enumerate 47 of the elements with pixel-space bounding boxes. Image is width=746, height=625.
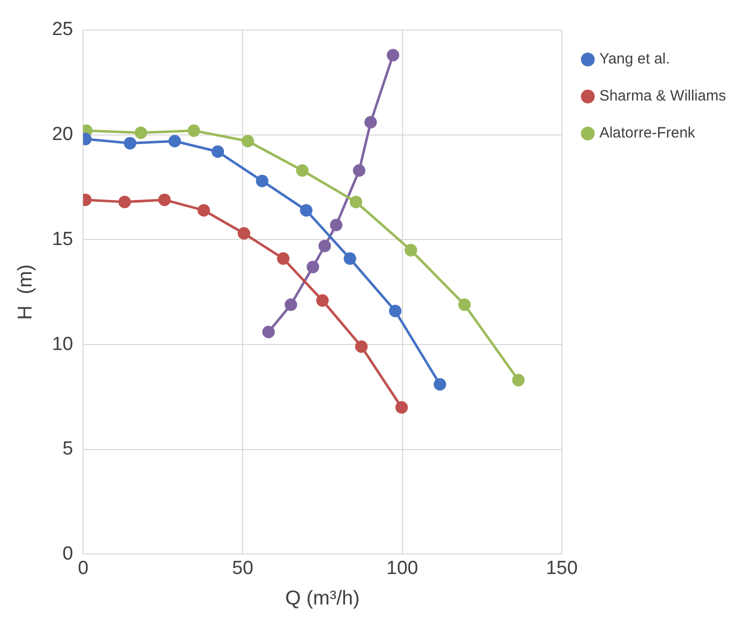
point [318, 240, 331, 252]
point [256, 174, 268, 188]
point [188, 124, 200, 137]
point [388, 304, 402, 318]
point [458, 298, 471, 311]
point [296, 164, 309, 177]
y-axis-title: H (m) [14, 264, 37, 320]
x-tick-label: 150 [546, 558, 578, 579]
x-tick-label: 0 [78, 558, 88, 579]
point [350, 196, 362, 208]
point [355, 340, 368, 353]
x-tick-label: 50 [232, 558, 254, 579]
point [158, 194, 171, 206]
legend-label: Yang et al. [599, 50, 670, 68]
point [352, 164, 366, 177]
point [276, 252, 290, 265]
point [168, 134, 181, 148]
point [434, 378, 446, 391]
point [316, 294, 329, 307]
y-tick-label: 10 [52, 334, 74, 355]
point [330, 218, 342, 232]
point [395, 401, 408, 414]
x-tick-label: 100 [386, 558, 418, 579]
point [364, 116, 377, 129]
y-tick-label: 25 [52, 19, 74, 40]
y-tick-label: 5 [62, 438, 74, 460]
point [134, 126, 148, 139]
y-tick-label: 20 [52, 124, 74, 146]
point [284, 298, 298, 311]
y-tick-label: 15 [52, 228, 74, 250]
point [198, 204, 210, 217]
point [404, 244, 418, 256]
legend-label: Sharma & Williams [599, 88, 726, 105]
point [212, 145, 224, 158]
x-axis-title: Q (m³/h) [285, 588, 360, 610]
legend-label: Alatorre-Frenk [599, 124, 696, 142]
point [344, 252, 356, 265]
point [262, 326, 275, 338]
point [300, 204, 312, 217]
point [386, 48, 400, 62]
point [118, 196, 131, 208]
point [512, 374, 525, 386]
point [124, 136, 136, 150]
y-tick-label: 0 [62, 543, 74, 564]
point [242, 134, 254, 148]
point [306, 260, 320, 274]
point [238, 227, 250, 240]
